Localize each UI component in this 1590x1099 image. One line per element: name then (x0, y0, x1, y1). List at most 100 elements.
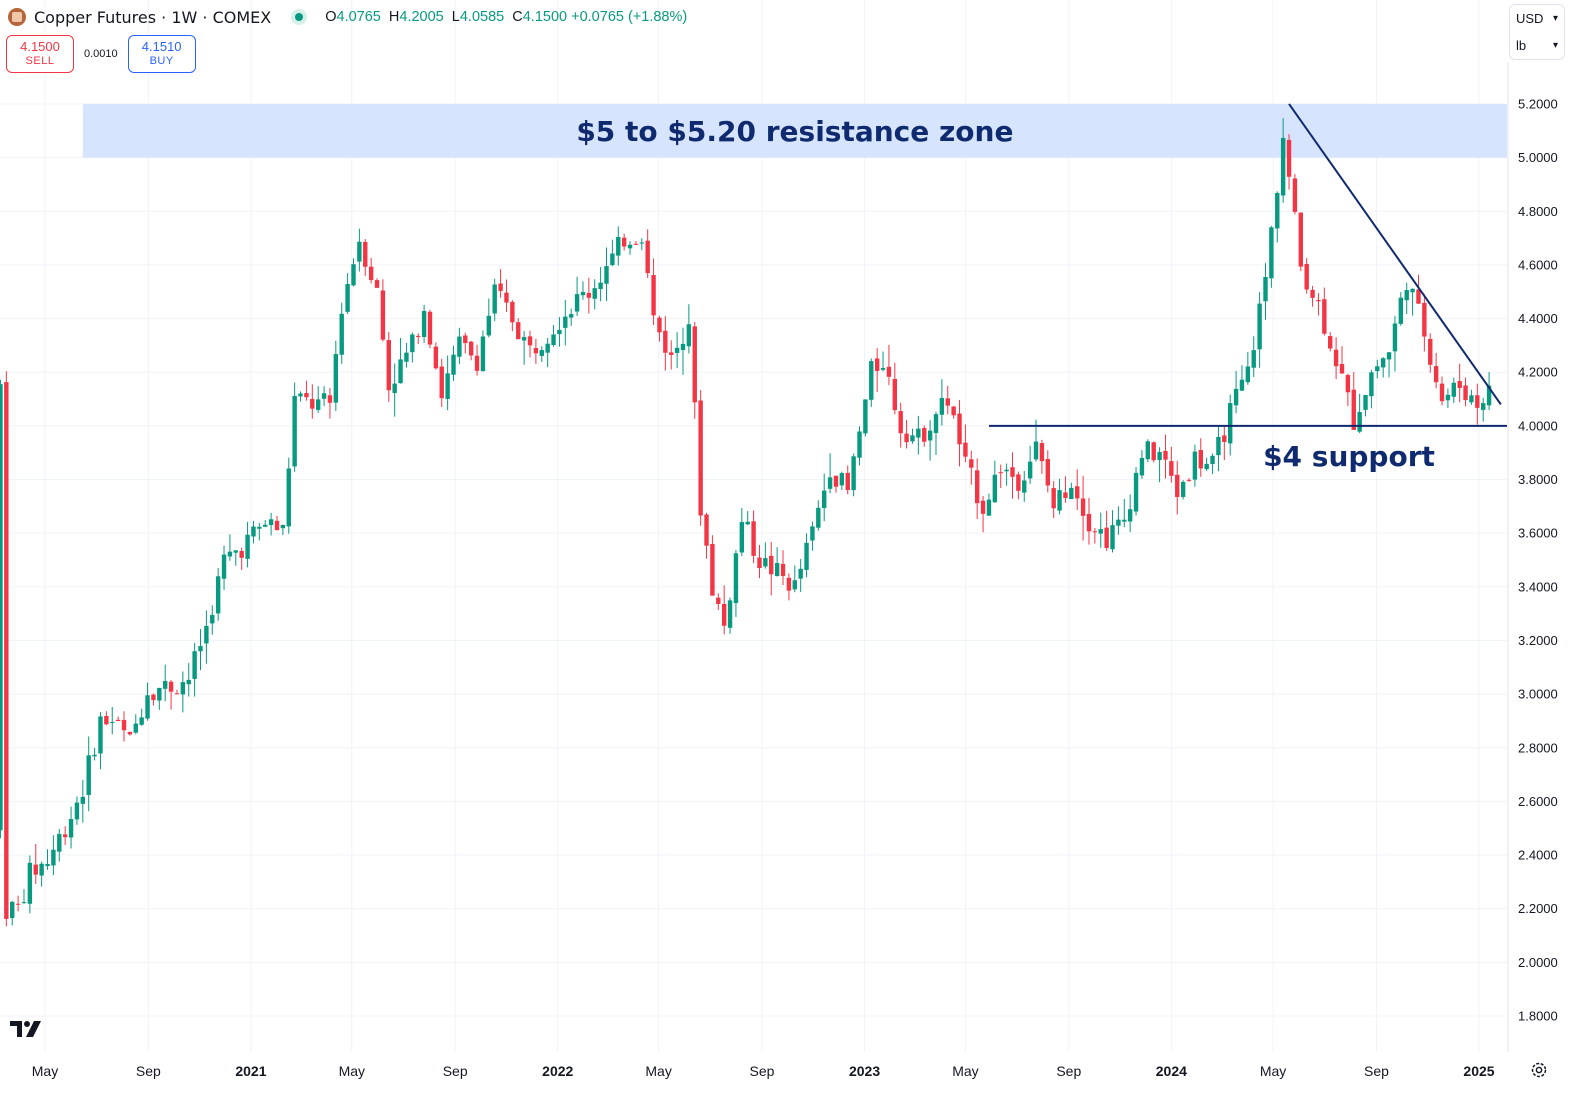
tradingview-logo-icon[interactable] (10, 1019, 46, 1039)
candle-body (268, 519, 274, 526)
y-tick-label: 4.0000 (1518, 418, 1558, 433)
y-tick-label: 2.8000 (1518, 740, 1558, 755)
candle-body (1139, 458, 1145, 476)
candle-body (1092, 531, 1098, 533)
candle-body (227, 551, 233, 557)
copper-symbol-icon[interactable] (8, 8, 26, 26)
candle-body (480, 336, 486, 372)
candle-body (92, 754, 97, 757)
x-tick-label: Sep (1364, 1063, 1389, 1079)
market-status-icon[interactable] (291, 9, 308, 25)
candle-body (1422, 302, 1427, 337)
candle-body (845, 472, 850, 491)
candle-body (780, 563, 786, 576)
candle-body (298, 393, 303, 397)
candle-body (1127, 509, 1133, 522)
candle-body (598, 282, 603, 289)
candle-body (604, 266, 609, 284)
candle-body (633, 243, 639, 245)
candle-body (221, 554, 227, 579)
candle-body (727, 600, 733, 628)
candle-body (1133, 472, 1139, 512)
candle-body (127, 732, 133, 735)
candle-body (1257, 303, 1262, 350)
candle-body (1216, 436, 1221, 456)
y-tick-label: 5.0000 (1518, 150, 1558, 165)
candle-body (304, 393, 309, 398)
x-tick-label: 2024 (1156, 1063, 1187, 1079)
candle-body (1210, 455, 1215, 464)
candle-body (1110, 525, 1115, 550)
high-label: H (388, 9, 400, 25)
candle-body (1451, 382, 1456, 397)
sell-price: 4.1500 (20, 39, 60, 54)
y-tick-label: 5.2000 (1518, 96, 1558, 111)
candle-body (798, 568, 803, 579)
candle-body (62, 834, 68, 838)
candle-body (1233, 388, 1239, 406)
candle-body (663, 330, 668, 353)
candle-body (45, 864, 50, 867)
candle-body (110, 721, 115, 723)
buy-button[interactable]: 4.1510 BUY (127, 35, 196, 73)
y-tick-label: 2.4000 (1518, 848, 1558, 863)
time-axis[interactable]: May Sep 2021 May Sep 2022 May Sep 2023 May Sep 2024… (32, 1063, 1495, 1079)
candle-body (1175, 474, 1180, 498)
candle-body (621, 237, 627, 247)
candle-body (321, 393, 327, 399)
candle-body (468, 341, 474, 356)
candle-body (521, 337, 527, 341)
candle-body (1357, 412, 1362, 432)
candle-body (1298, 212, 1304, 267)
candle-body (416, 335, 421, 338)
candle-body (910, 435, 915, 442)
candle-body (951, 406, 956, 416)
sell-button[interactable]: 4.1500 SELL (6, 35, 74, 73)
candle-body (498, 283, 503, 291)
candle-body (280, 524, 286, 529)
candle-body (27, 862, 33, 904)
candle-body (1098, 529, 1103, 534)
candle-body (1151, 442, 1156, 461)
x-tick-label: Sep (136, 1063, 161, 1079)
candle-body (145, 695, 150, 719)
y-tick-label: 2.0000 (1518, 955, 1558, 970)
candle-body (98, 716, 103, 754)
candle-body (892, 378, 898, 411)
candle-body (933, 414, 939, 433)
x-tick-label: 2023 (849, 1063, 880, 1079)
currency-select[interactable]: USD ▾ (1510, 5, 1564, 32)
candle-body (1080, 498, 1086, 516)
candle-body (804, 542, 809, 570)
candle-body (810, 526, 815, 541)
y-tick-label: 3.0000 (1518, 687, 1558, 702)
candle-body (551, 334, 556, 346)
candle-body (1045, 459, 1050, 486)
open-label: O (325, 9, 337, 25)
symbol-title[interactable]: Copper Futures · 1W · COMEX (34, 7, 272, 27)
candle-body (251, 526, 256, 537)
candle-body (1404, 290, 1409, 301)
candle-body (233, 550, 239, 553)
candle-body (880, 368, 886, 370)
candle-body (121, 719, 127, 731)
spread-value: 0.0010 (84, 48, 118, 60)
candle-body (1486, 385, 1492, 406)
price-axis[interactable]: 1.8000 2.0000 2.2000 2.4000 2.6000 2.8000 3.00… (1518, 96, 1558, 1023)
unit-select[interactable]: lb ▾ (1510, 32, 1564, 59)
candle-body (21, 902, 27, 904)
low-label: L (451, 9, 460, 25)
candle-body (1398, 297, 1404, 324)
candle-body (1039, 443, 1045, 462)
chevron-down-icon: ▾ (1552, 13, 1558, 24)
close-label: C (512, 9, 523, 25)
candle-body (945, 398, 950, 406)
candle-body (527, 336, 533, 346)
sell-label: SELL (25, 55, 55, 67)
candle-body (1245, 366, 1251, 383)
candle-body (516, 322, 521, 340)
low-value: 4.0585 (459, 9, 505, 25)
gear-icon[interactable] (1530, 1061, 1548, 1079)
high-value: 4.2005 (399, 9, 444, 25)
